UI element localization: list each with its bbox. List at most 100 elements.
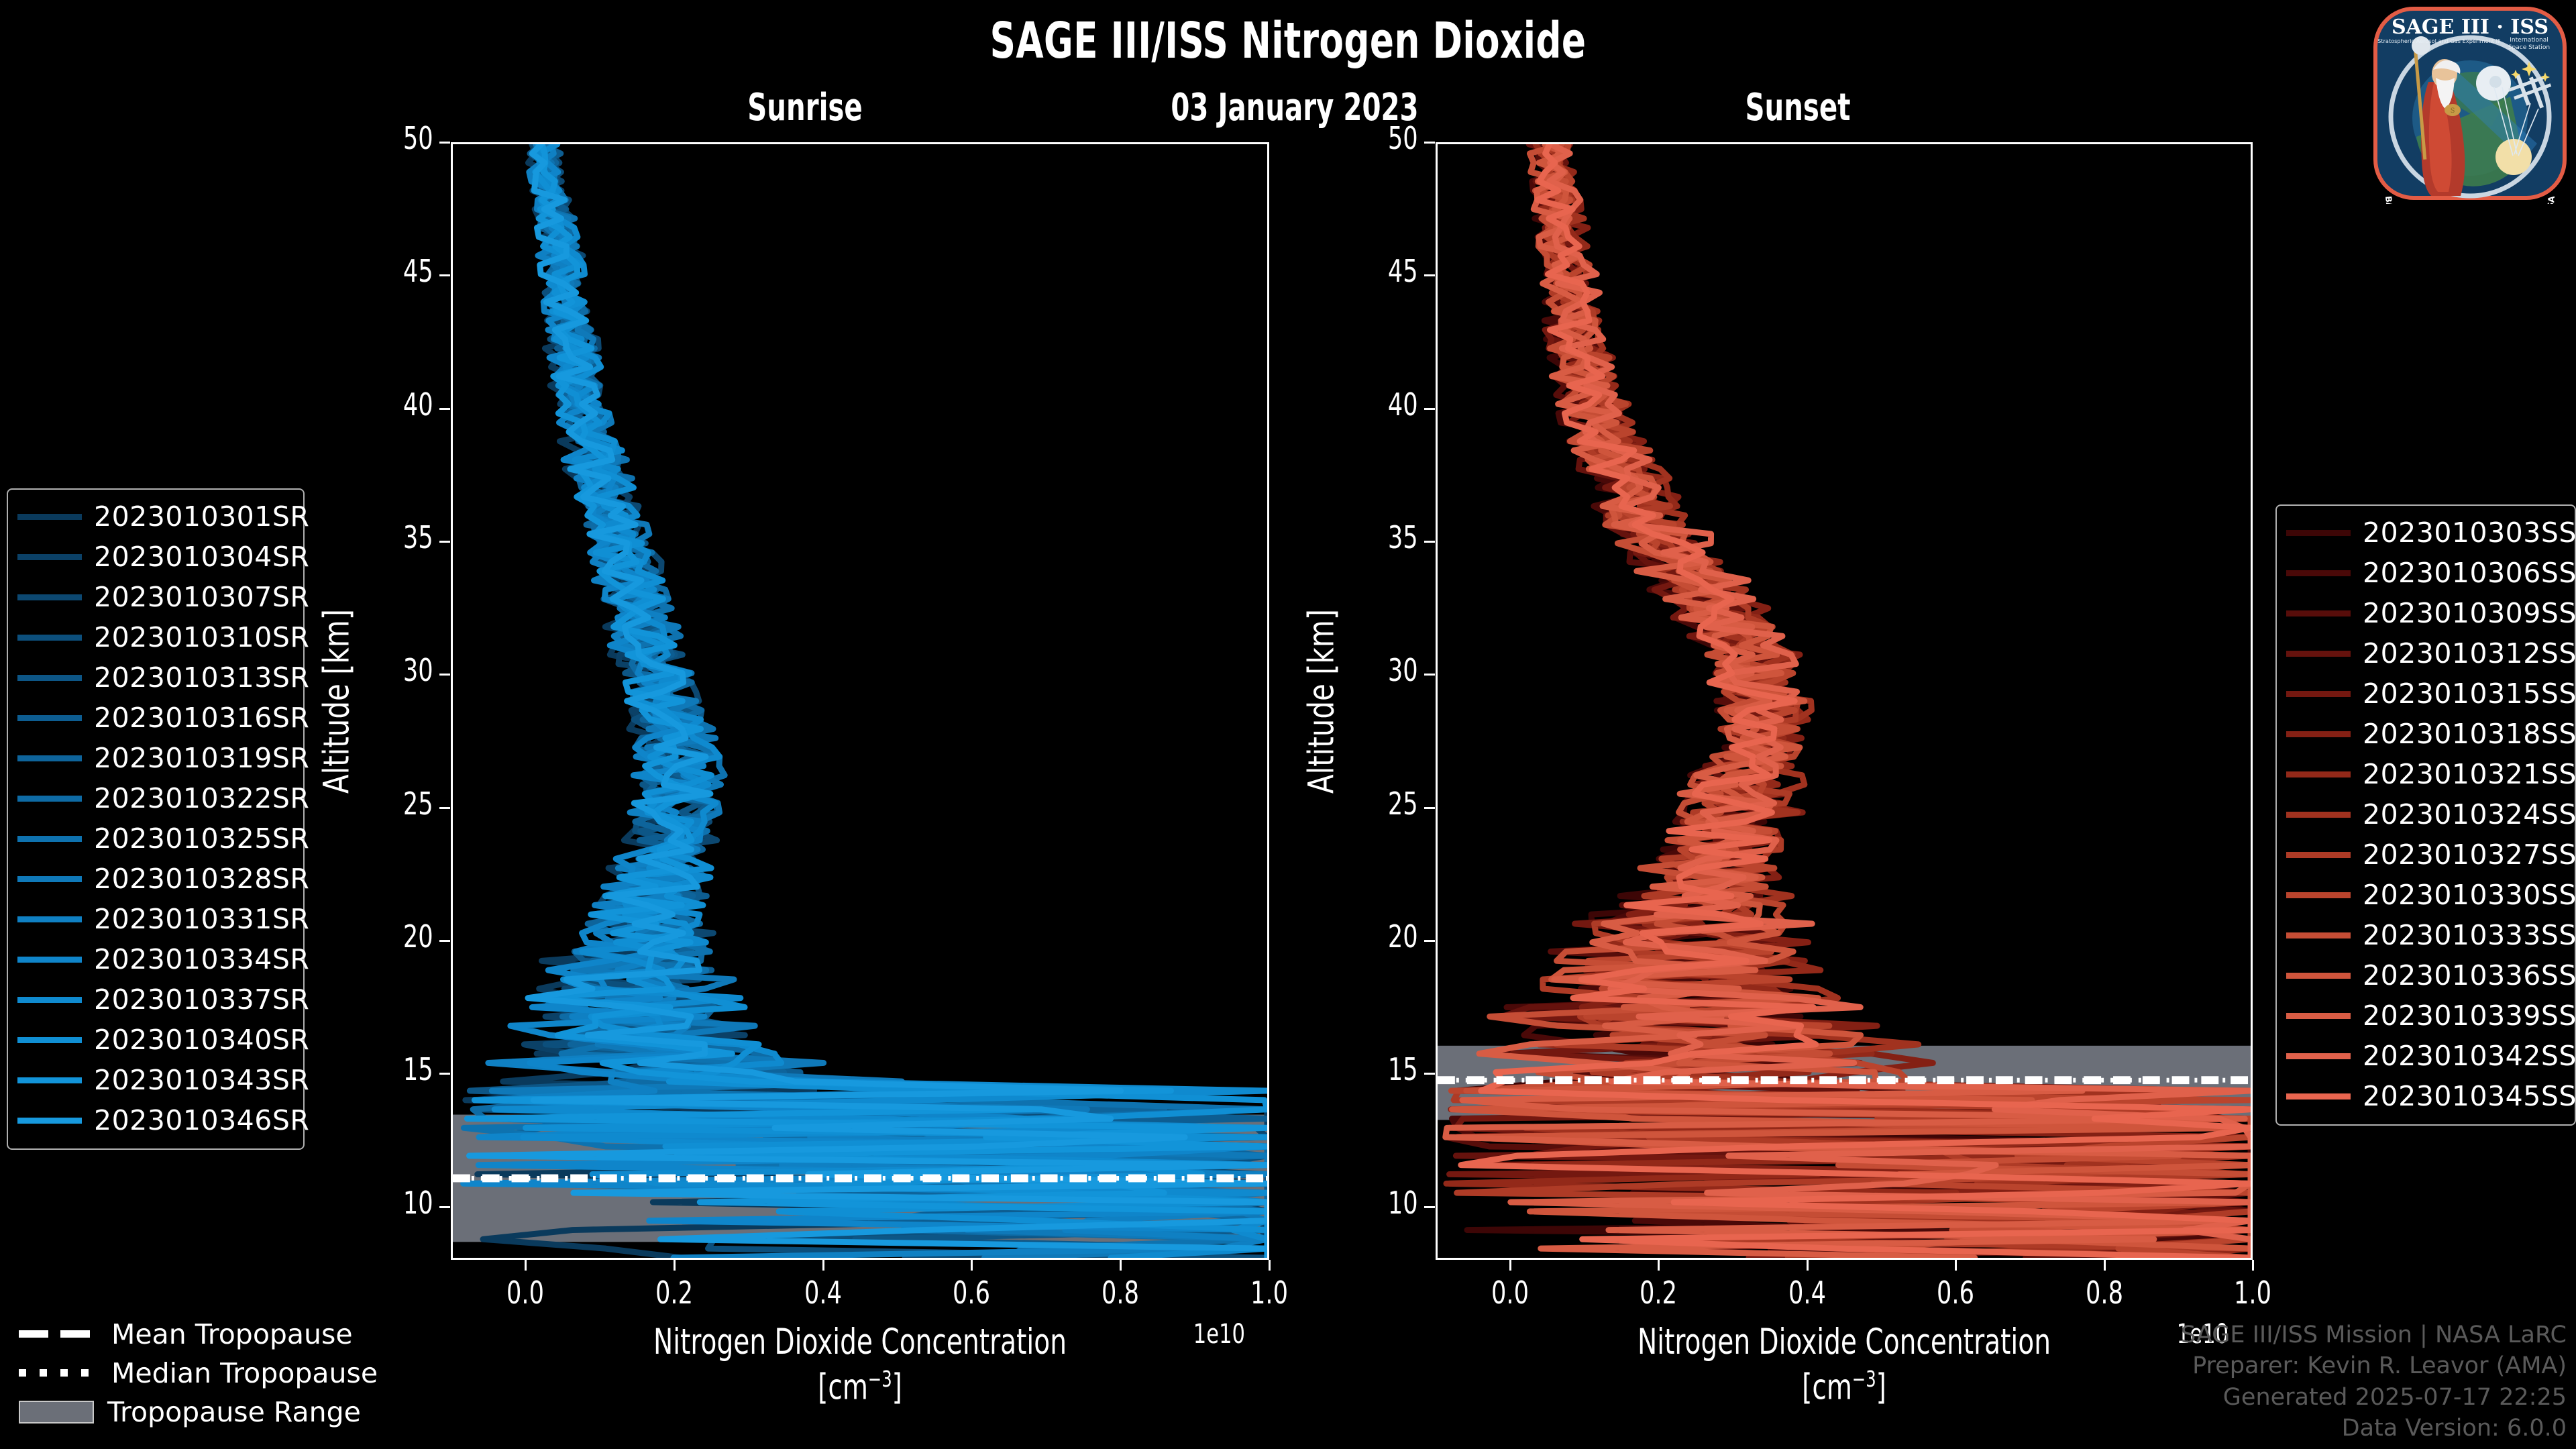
legend-color-swatch-icon <box>17 795 82 802</box>
x-tick-label: 0.0 <box>506 1275 544 1311</box>
legend-color-swatch-icon <box>2286 1053 2351 1059</box>
legend-item[interactable]: 2023010310SR <box>17 617 309 657</box>
y-tick-label: 10 <box>403 1184 433 1221</box>
y-tick-label: 10 <box>1388 1184 1418 1221</box>
sage-iii-iss-mission-patch-logo: S SAGE III · ISS Stratospheric Aerosol a… <box>2373 7 2567 204</box>
x-tick-label: 0.2 <box>1640 1275 1678 1311</box>
y-tick-label: 30 <box>403 652 433 689</box>
legend-label-mean-tropopause: Mean Tropopause <box>111 1318 353 1350</box>
legend-item-label: 2023010331SR <box>94 903 310 935</box>
legend-label-median-tropopause: Median Tropopause <box>111 1357 378 1389</box>
x-tick-label: 0.8 <box>2085 1275 2123 1311</box>
legend-color-swatch-icon <box>2286 771 2351 777</box>
profile-line <box>466 144 1267 1258</box>
plot-panel-sunset <box>1436 142 2253 1260</box>
legend-tropopause: Mean Tropopause Median Tropopause Tropop… <box>19 1315 378 1432</box>
legend-color-swatch-icon <box>2286 851 2351 858</box>
profile-line <box>1448 144 2251 1258</box>
legend-item[interactable]: 2023010306SS <box>2286 553 2576 593</box>
legend-item-label: 2023010325SR <box>94 822 310 855</box>
y-tick-mark <box>439 806 450 809</box>
x-tick-mark <box>524 1260 527 1271</box>
y-tick-mark <box>439 1073 450 1075</box>
legend-item[interactable]: 2023010336SS <box>2286 955 2576 996</box>
page-title: SAGE III/ISS Nitrogen Dioxide <box>989 12 1587 70</box>
legend-color-swatch-icon <box>2286 972 2351 979</box>
y-tick-label: 35 <box>1388 519 1418 555</box>
legend-color-swatch-icon <box>2286 570 2351 576</box>
y-tick-label: 40 <box>1388 386 1418 423</box>
x-tick-label: 0.0 <box>1491 1275 1529 1311</box>
profile-line <box>1458 144 2251 1258</box>
legend-item[interactable]: 2023010327SS <box>2286 835 2576 875</box>
legend-item[interactable]: 2023010331SR <box>17 899 309 939</box>
legend-item[interactable]: 2023010345SS <box>2286 1076 2576 1116</box>
legend-item[interactable]: 2023010325SR <box>17 818 309 859</box>
legend-item-label: 2023010333SS <box>2363 919 2576 951</box>
legend-item-label: 2023010330SS <box>2363 879 2576 911</box>
legend-item[interactable]: 2023010315SS <box>2286 674 2576 714</box>
legend-item[interactable]: 2023010333SS <box>2286 915 2576 955</box>
y-tick-mark <box>1424 407 1435 410</box>
legend-sunset[interactable]: 2023010303SS 2023010306SS 2023010309SS 2023… <box>2275 504 2576 1126</box>
legend-item[interactable]: 2023010318SS <box>2286 714 2576 754</box>
legend-item-label: 2023010327SS <box>2363 839 2576 871</box>
legend-item-label: 2023010313SR <box>94 661 310 694</box>
legend-color-swatch-icon <box>17 594 82 600</box>
legend-item[interactable]: 2023010301SR <box>17 496 309 537</box>
legend-item[interactable]: 2023010330SS <box>2286 875 2576 915</box>
legend-item[interactable]: 2023010340SR <box>17 1020 309 1060</box>
legend-item[interactable]: 2023010312SS <box>2286 633 2576 674</box>
x-tick-label: 0.6 <box>1937 1275 1975 1311</box>
legend-color-swatch-icon <box>17 1077 82 1083</box>
footer: SAGE III/ISS Mission | NASA LaRC Prepare… <box>2181 1320 2567 1444</box>
legend-sunrise[interactable]: 2023010301SR 2023010304SR 2023010307SR 2023… <box>7 488 309 1150</box>
legend-item-label: 2023010337SR <box>94 983 310 1016</box>
legend-item-label: 2023010322SR <box>94 782 310 814</box>
y-tick-label: 50 <box>1388 120 1418 156</box>
legend-item[interactable]: 2023010337SR <box>17 979 309 1020</box>
legend-item-label: 2023010315SS <box>2363 678 2576 710</box>
legend-item-label: 2023010316SR <box>94 702 310 734</box>
legend-item[interactable]: 2023010324SS <box>2286 794 2576 835</box>
x-tick-mark <box>1806 1260 1809 1271</box>
y-tick-label: 20 <box>1388 918 1418 955</box>
legend-item[interactable]: 2023010319SR <box>17 738 309 778</box>
footer-line-preparer: Preparer: Kevin R. Leavor (AMA) <box>2192 1352 2567 1380</box>
sunset-profiles-plot <box>1438 144 2251 1258</box>
legend-item-label: 2023010324SS <box>2363 798 2576 830</box>
legend-item[interactable]: 2023010328SR <box>17 859 309 899</box>
legend-item[interactable]: 2023010307SR <box>17 577 309 617</box>
x-tick-mark <box>1955 1260 1957 1271</box>
legend-item-label: 2023010346SR <box>94 1104 310 1136</box>
legend-item[interactable]: 2023010321SS <box>2286 754 2576 794</box>
y-axis-title: Altitude [km] <box>1301 608 1342 794</box>
x-axis-title-line1: Nitrogen Dioxide Concentration <box>653 1322 1067 1362</box>
y-tick-mark <box>1424 1073 1435 1075</box>
legend-color-swatch-icon <box>17 956 82 963</box>
x-tick-label: 0.4 <box>1788 1275 1826 1311</box>
legend-item-label: 2023010328SR <box>94 863 310 895</box>
legend-color-swatch-icon <box>17 1117 82 1124</box>
legend-item[interactable]: 2023010339SS <box>2286 996 2576 1036</box>
legend-item[interactable]: 2023010303SS <box>2286 513 2576 553</box>
x-tick-mark <box>1658 1260 1660 1271</box>
legend-item[interactable]: 2023010343SR <box>17 1060 309 1100</box>
legend-item[interactable]: 2023010316SR <box>17 698 309 738</box>
svg-text:S: S <box>2451 107 2455 115</box>
y-tick-mark <box>439 1205 450 1208</box>
legend-color-swatch-icon <box>2286 811 2351 818</box>
legend-item[interactable]: 2023010342SS <box>2286 1036 2576 1076</box>
legend-item[interactable]: 2023010309SS <box>2286 593 2576 633</box>
legend-item[interactable]: 2023010334SR <box>17 939 309 979</box>
legend-color-swatch-icon <box>2286 892 2351 898</box>
legend-item[interactable]: 2023010346SR <box>17 1100 309 1140</box>
x-tick-label: 0.6 <box>953 1275 991 1311</box>
subtitle-row: Sunrise 03 January 2023 Sunset <box>0 86 2576 133</box>
legend-item[interactable]: 2023010322SR <box>17 778 309 818</box>
legend-item[interactable]: 2023010313SR <box>17 657 309 698</box>
logo-subtitle-right-2: Space Station <box>2508 44 2550 51</box>
y-tick-mark <box>439 541 450 543</box>
legend-color-swatch-icon <box>17 916 82 922</box>
legend-item[interactable]: 2023010304SR <box>17 537 309 577</box>
